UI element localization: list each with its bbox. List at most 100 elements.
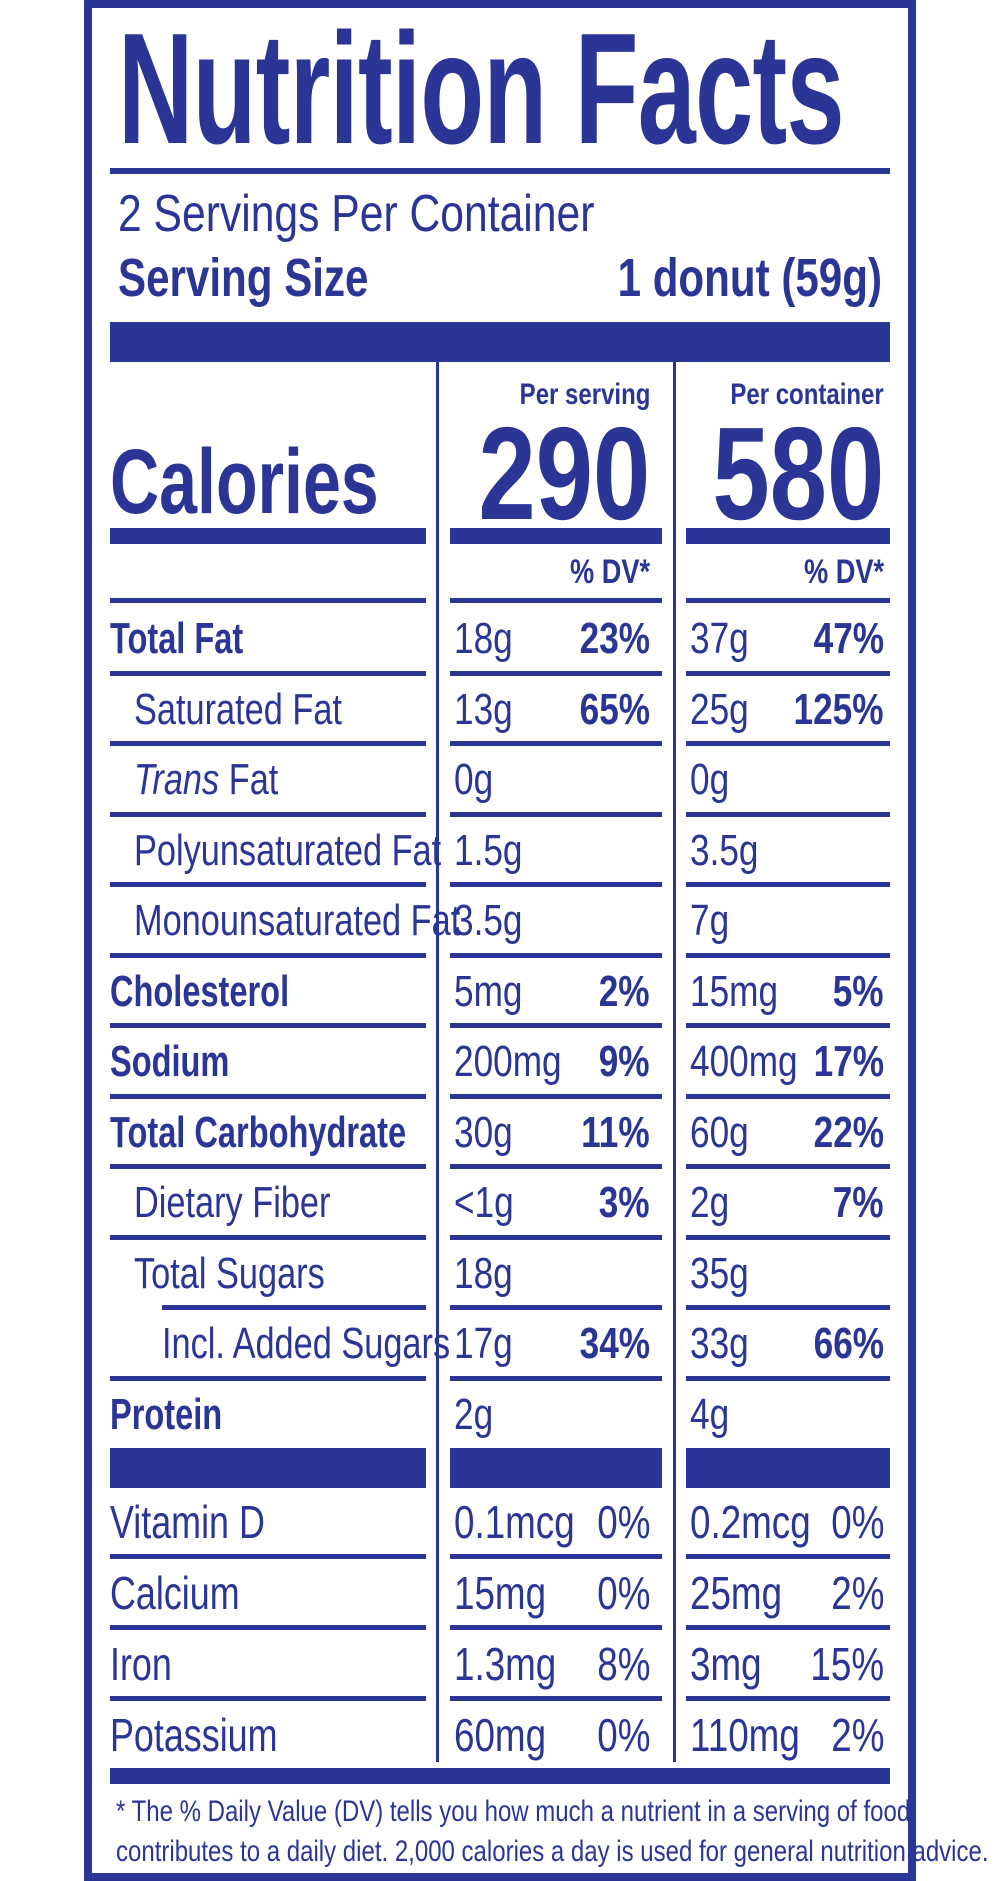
row-rule <box>450 1696 662 1701</box>
nutrient-row: Protein 2g 4g <box>92 1381 908 1451</box>
per-serving-header: Per serving <box>519 378 650 411</box>
row-rule <box>110 670 426 676</box>
vitamin-thick-rule-name <box>110 1448 426 1488</box>
vitamin-row: Vitamin D 0.1mcg 0% 0.2mcg 0% <box>92 1488 908 1559</box>
container-amount: 2g <box>690 1178 730 1227</box>
row-rule <box>110 882 426 887</box>
dv-header-container: % DV* <box>803 553 884 591</box>
row-rule <box>110 1023 426 1028</box>
per-container-header: Per container <box>730 378 884 411</box>
container-amount: 37g <box>690 614 749 663</box>
calories-per-serving: 290 <box>478 400 650 547</box>
row-rule <box>110 1554 426 1559</box>
calories-rule-name <box>110 528 426 544</box>
serving-amount: 13g <box>454 684 513 734</box>
serving-amount: 0g <box>454 755 494 804</box>
serving-dv: 65% <box>579 684 650 734</box>
row-rule <box>686 811 890 817</box>
container-amount: 25mg <box>690 1567 783 1619</box>
dv-rule-name <box>110 598 426 603</box>
nutrient-row: Saturated Fat 13g 65% 25g 125% <box>92 676 908 746</box>
nutrient-row: Dietary Fiber <1g 3% 2g 7% <box>92 1169 908 1240</box>
row-rule <box>686 1625 890 1630</box>
serving-amount: 18g <box>454 614 513 663</box>
container-dv: 15% <box>810 1638 884 1690</box>
container-amount: 7g <box>690 896 730 945</box>
serving-amount: 30g <box>454 1107 513 1157</box>
nutrient-row: Polyunsaturated Fat 1.5g 3.5g <box>92 817 908 887</box>
container-dv: 17% <box>813 1037 884 1086</box>
serving-amount: 1.5g <box>454 825 523 875</box>
vitamin-row: Calcium 15mg 0% 25mg 2% <box>92 1559 908 1630</box>
serving-amount: 200mg <box>454 1037 562 1086</box>
container-dv: 7% <box>833 1178 884 1227</box>
row-rule <box>110 1375 426 1381</box>
row-rule <box>686 1305 890 1310</box>
calories-label: Calories <box>110 431 379 533</box>
container-amount: 3mg <box>690 1638 762 1690</box>
nutrient-name: Total Carbohydrate <box>110 1107 407 1157</box>
container-dv: 66% <box>813 1319 884 1368</box>
container-dv: 47% <box>813 614 884 663</box>
nutrient-row: Incl. Added Sugars 17g 34% 33g 66% <box>92 1310 908 1381</box>
row-rule <box>686 1696 890 1701</box>
nutrient-name: Total Sugars <box>134 1248 325 1298</box>
serving-size-label: Serving Size <box>118 248 369 308</box>
container-dv: 125% <box>793 684 884 734</box>
nutrient-row: Total Sugars 18g 35g <box>92 1240 908 1310</box>
row-rule <box>450 1375 662 1381</box>
servings-per-container: 2 Servings Per Container <box>118 185 595 243</box>
container-dv: 22% <box>813 1107 884 1157</box>
serving-amount: 0.1mcg <box>454 1496 575 1548</box>
nutrient-name-italic: Trans <box>134 755 220 804</box>
serving-amount: 3.5g <box>454 896 523 945</box>
serving-dv: 34% <box>579 1319 650 1368</box>
nutrient-name: Sodium <box>110 1037 230 1086</box>
serving-dv: 11% <box>581 1107 650 1157</box>
footnote: * The % Daily Value (DV) tells you how m… <box>116 1792 989 1872</box>
nutrient-name: Monounsaturated Fat <box>134 896 461 945</box>
row-rule <box>686 1164 890 1169</box>
serving-amount: 18g <box>454 1248 513 1298</box>
row-rule <box>686 670 890 676</box>
vitamin-row: Iron 1.3mg 8% 3mg 15% <box>92 1630 908 1701</box>
row-rule <box>110 1164 426 1169</box>
serving-amount: 2g <box>454 1389 494 1439</box>
container-amount: 3.5g <box>690 825 759 875</box>
calories-rule-serving <box>450 528 662 544</box>
nutrient-row: Monounsaturated Fat 3.5g 7g <box>92 887 908 958</box>
nutrient-name: Saturated Fat <box>134 684 342 734</box>
row-rule <box>686 952 890 958</box>
footnote-rule <box>110 1768 890 1784</box>
nutrient-row: Total Fat 18g 23% 37g 47% <box>92 605 908 676</box>
serving-dv: 9% <box>599 1037 650 1086</box>
container-amount: 35g <box>690 1248 749 1298</box>
serving-amount: 1.3mg <box>454 1638 557 1690</box>
nutrient-name: Incl. Added Sugars <box>162 1319 451 1368</box>
row-rule <box>110 952 426 958</box>
row-rule <box>450 1164 662 1169</box>
container-amount: 25g <box>690 684 749 734</box>
nutrient-name: Potassium <box>110 1709 278 1761</box>
nutrient-name: Trans Fat <box>134 750 278 810</box>
nutrient-row: Total Carbohydrate 30g 11% 60g 22% <box>92 1099 908 1169</box>
row-rule <box>162 1305 426 1310</box>
vitamin-thick-rule-container <box>686 1448 890 1488</box>
container-amount: 0g <box>690 755 730 804</box>
serving-dv: 8% <box>596 1638 650 1690</box>
nutrient-name: Total Fat <box>110 614 244 663</box>
serving-amount: 5mg <box>454 966 523 1016</box>
nutrient-name: Polyunsaturated Fat <box>134 825 442 875</box>
container-amount: 0.2mcg <box>690 1496 811 1548</box>
row-rule <box>110 1625 426 1630</box>
nutrient-name: Cholesterol <box>110 966 290 1016</box>
calories-per-container: 580 <box>712 400 884 547</box>
row-rule <box>686 1554 890 1559</box>
row-rule <box>110 741 426 746</box>
vitamin-thick-rule-serving <box>450 1448 662 1488</box>
container-dv: 2% <box>830 1709 884 1761</box>
serving-amount: 17g <box>454 1319 513 1368</box>
label-title: Nutrition Facts <box>118 1 845 177</box>
nutrient-row: Sodium 200mg 9% 400mg 17% <box>92 1028 908 1099</box>
row-rule <box>686 1093 890 1099</box>
